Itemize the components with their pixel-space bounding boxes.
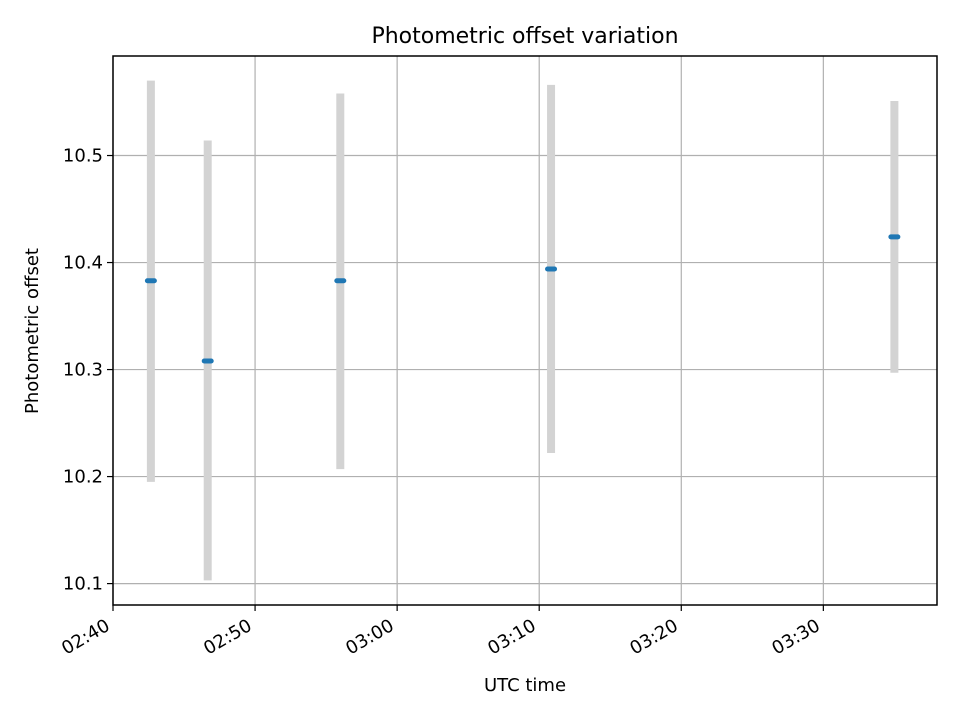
y-axis-ticks: 10.1 10.2 10.3 10.4 10.5 [63,146,113,595]
data-point [201,358,214,364]
x-tick-label: 03:20 [626,615,681,659]
grid [112,56,937,605]
x-tick-label: 03:30 [768,615,823,659]
plot-frame [112,55,938,606]
x-tick-label: 03:10 [484,615,539,659]
y-tick-label: 10.3 [63,360,103,381]
chart-title: Photometric offset variation [371,24,678,49]
y-axis-label: Photometric offset [22,248,43,414]
data-point [334,278,347,284]
y-tick-label: 10.5 [63,146,103,167]
y-tick-label: 10.2 [63,467,103,488]
data-point [888,234,901,240]
x-tick-label: 02:40 [58,615,113,659]
data-points [144,234,901,364]
x-tick-label: 02:50 [200,615,255,659]
y-tick-label: 10.4 [63,253,103,274]
data-point [545,266,558,272]
data-point [144,278,157,284]
x-tick-label: 03:00 [342,615,397,659]
x-axis-label: UTC time [484,675,566,696]
y-tick-label: 10.1 [63,574,103,595]
x-axis-ticks: 02:40 02:50 03:00 03:10 03:20 03:30 [58,605,824,659]
